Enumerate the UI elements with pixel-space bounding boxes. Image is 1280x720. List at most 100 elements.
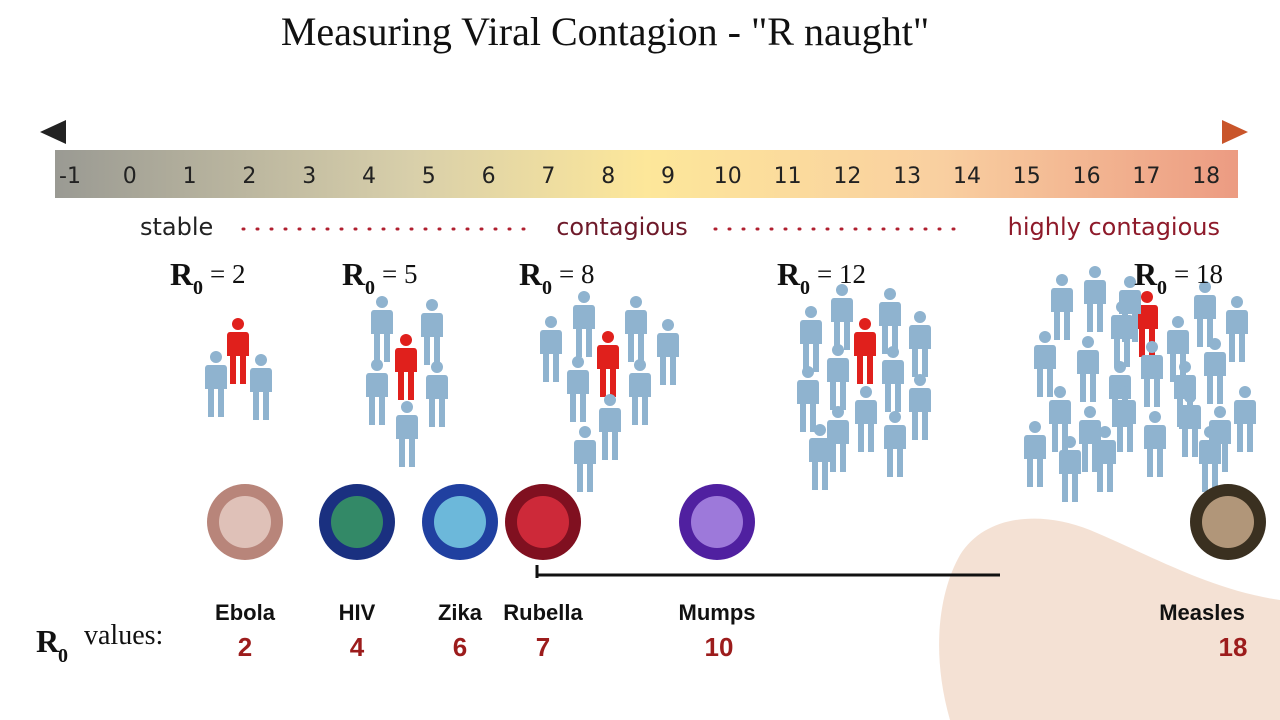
virus: Ebola 2	[207, 484, 283, 662]
tick-label: 12	[833, 164, 861, 189]
virus-value: 18	[1219, 632, 1248, 662]
person	[855, 386, 877, 452]
virus-image-core	[434, 496, 486, 548]
tick-labels: -1 0 1 2 3 4 5 6 7 8 9 10 11 12 13 14 15 16 17 18	[59, 164, 1220, 189]
person	[426, 361, 448, 427]
r-subscript: 0	[800, 277, 810, 299]
tick-label: 8	[601, 164, 615, 189]
person	[1226, 296, 1248, 362]
r-subscript: 0	[193, 277, 203, 299]
virus-image-core	[1202, 496, 1254, 548]
virus-image-core	[219, 496, 271, 548]
person	[909, 311, 931, 377]
zone-stable: stable	[140, 213, 213, 241]
tick-label: 1	[183, 164, 197, 189]
virus-name: Measles	[1159, 600, 1245, 625]
tick-label: 3	[302, 164, 316, 189]
tick-label: 2	[242, 164, 256, 189]
virus: Mumps 10	[679, 484, 756, 662]
tick-label: 17	[1132, 164, 1160, 189]
person	[657, 319, 679, 385]
person	[884, 411, 906, 477]
r-letter: R	[36, 623, 60, 659]
zone-contagious: contagious	[556, 213, 688, 241]
r-letter: R	[777, 256, 801, 292]
virus-image-core	[691, 496, 743, 548]
person	[827, 344, 849, 410]
person	[421, 299, 443, 365]
arrow-right	[1222, 120, 1248, 144]
person	[879, 288, 901, 354]
tick-label: 6	[482, 164, 496, 189]
virus-value: 2	[238, 632, 252, 662]
virus: Rubella 7	[503, 484, 583, 662]
person	[1077, 336, 1099, 402]
person	[909, 374, 931, 440]
person	[797, 366, 819, 432]
person	[1024, 421, 1046, 487]
person	[629, 359, 651, 425]
r-equation: = 12	[817, 259, 866, 289]
tick-label: 15	[1013, 164, 1041, 189]
tick-label: 0	[123, 164, 137, 189]
person-infected	[395, 334, 417, 400]
r-subscript: 0	[1157, 277, 1167, 299]
person	[800, 306, 822, 372]
arrow-left	[40, 120, 66, 144]
person-infected	[854, 318, 876, 384]
virus-image-core	[331, 496, 383, 548]
tick-label: 16	[1073, 164, 1101, 189]
hand	[939, 518, 1280, 720]
person	[574, 426, 596, 492]
values-label: values:	[84, 620, 163, 651]
person	[1051, 274, 1073, 340]
person	[250, 354, 272, 420]
person	[573, 291, 595, 357]
r-equation: = 2	[210, 259, 245, 289]
tick-label: 18	[1192, 164, 1220, 189]
people	[205, 266, 1256, 502]
person	[831, 284, 853, 350]
tick-label: -1	[59, 164, 81, 189]
person	[882, 346, 904, 412]
person	[1194, 281, 1216, 347]
r-equation: = 5	[382, 259, 417, 289]
tick-label: 4	[362, 164, 376, 189]
person-infected	[597, 331, 619, 397]
person	[540, 316, 562, 382]
person	[1144, 411, 1166, 477]
r-letter: R	[170, 256, 194, 292]
viruses: Ebola 2 HIV 4 Zika 6 Rubella 7 Mumps 10 Measles 18	[207, 484, 1266, 662]
r-subscript: 0	[365, 277, 375, 299]
r-equation: = 18	[1174, 259, 1223, 289]
person	[1034, 331, 1056, 397]
virus-name: Zika	[438, 600, 483, 625]
virus-image-core	[517, 496, 569, 548]
tick-label: 9	[661, 164, 675, 189]
tick-label: 13	[893, 164, 921, 189]
person	[567, 356, 589, 422]
person	[1204, 338, 1226, 404]
person	[827, 406, 849, 472]
scale-bar	[55, 150, 1238, 198]
tick-label: 11	[774, 164, 802, 189]
virus: Zika 6	[422, 484, 498, 662]
r-letter: R	[519, 256, 543, 292]
tick-label: 5	[422, 164, 436, 189]
person	[396, 401, 418, 467]
person	[366, 359, 388, 425]
tick-label: 7	[541, 164, 555, 189]
r-subscript: 0	[58, 645, 68, 667]
zone-highly-contagious: highly contagious	[1008, 213, 1220, 241]
person	[371, 296, 393, 362]
person	[205, 351, 227, 417]
tick-label: 14	[953, 164, 981, 189]
r-letter: R	[1134, 256, 1158, 292]
virus-value: 7	[536, 632, 550, 662]
virus-value: 6	[453, 632, 467, 662]
virus-value: 4	[350, 632, 365, 662]
r-groups: R 0 = 2 R 0 = 5 R 0 = 8 R 0 = 12 R 0 = 18	[170, 256, 1223, 299]
virus-name: HIV	[339, 600, 376, 625]
